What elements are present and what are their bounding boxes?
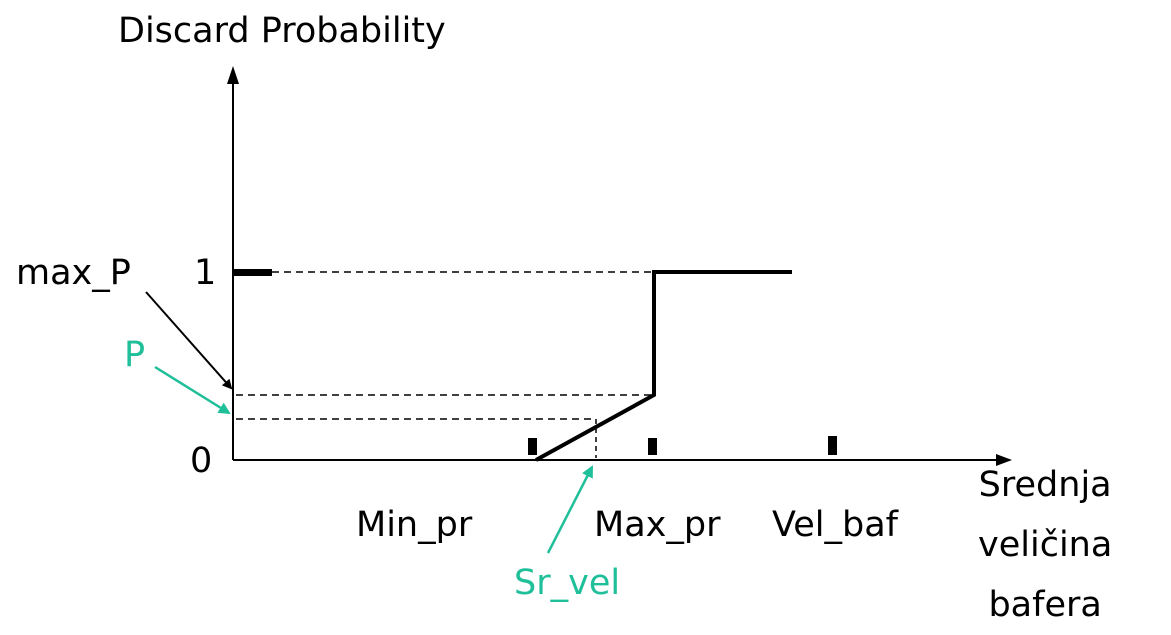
vel-baf-label: Vel_baf	[772, 505, 898, 545]
max-pr-label: Max_pr	[594, 505, 721, 545]
y-axis-arrowhead	[227, 66, 239, 84]
value-zero-label: 0	[190, 441, 213, 481]
value-one-label: 1	[194, 253, 217, 293]
tick-vel-baf	[828, 436, 837, 455]
sr-vel-label: Sr_vel	[514, 563, 621, 603]
max-p-arrow	[145, 291, 233, 390]
x-axis-title: Srednja veličina bafera	[978, 455, 1112, 635]
x-axis-arrowhead	[996, 454, 1012, 466]
x-axis-title-line-2: veličina	[978, 525, 1113, 565]
tick-max-pr	[648, 438, 657, 455]
diagram-canvas	[145, 66, 1012, 554]
min-pr-label: Min_pr	[356, 505, 473, 545]
y-axis-title: Discard Probability	[118, 11, 446, 51]
max-p-label: max_P	[16, 253, 131, 293]
p-label: P	[124, 335, 146, 375]
tick-min-pr	[528, 438, 537, 455]
red-discard-diagram: Discard Probability max_P 1 P 0 Min_pr M…	[16, 11, 1112, 626]
x-axis-title-line-1: Srednja	[978, 465, 1112, 505]
sr-vel-arrow	[546, 465, 594, 554]
tick-one	[234, 269, 272, 276]
discard-probability-curve	[535, 270, 792, 462]
p-arrow	[154, 365, 231, 415]
x-axis-title-line-3: bafera	[988, 585, 1102, 625]
